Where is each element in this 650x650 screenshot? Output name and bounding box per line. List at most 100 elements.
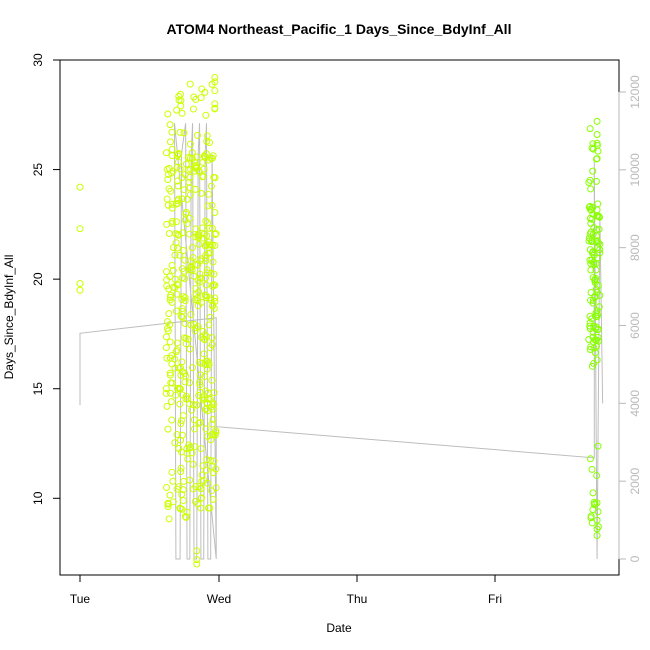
data-point <box>204 357 212 365</box>
right-axis-series-line <box>79 123 604 560</box>
data-point <box>186 140 194 148</box>
data-point <box>164 170 172 178</box>
data-point <box>169 283 177 291</box>
data-point <box>186 345 194 353</box>
data-point <box>191 497 199 505</box>
data-point <box>591 276 599 284</box>
data-point <box>586 455 594 463</box>
data-point <box>187 311 195 319</box>
data-point <box>189 253 197 261</box>
data-point <box>76 183 84 191</box>
data-point <box>587 185 595 193</box>
data-point <box>189 460 197 468</box>
data-point <box>203 456 211 464</box>
data-point <box>192 260 200 268</box>
data-point <box>587 296 595 304</box>
data-point <box>200 350 208 358</box>
data-point <box>211 294 219 302</box>
data-point <box>191 327 199 335</box>
data-point <box>594 442 602 450</box>
data-point <box>202 281 210 289</box>
data-point <box>209 258 217 266</box>
data-point <box>201 291 209 299</box>
data-point <box>208 224 216 232</box>
data-point <box>594 337 602 345</box>
data-point <box>163 402 171 410</box>
data-point <box>204 156 212 164</box>
data-point <box>178 265 186 273</box>
data-point <box>166 121 174 129</box>
data-point <box>595 303 603 311</box>
data-point <box>163 165 171 173</box>
data-point <box>592 285 600 293</box>
data-point <box>168 200 176 208</box>
data-point <box>588 256 596 264</box>
data-point <box>178 305 186 313</box>
data-point <box>181 294 189 302</box>
data-point <box>209 152 217 160</box>
data-point <box>593 139 601 147</box>
data-point <box>162 268 170 276</box>
data-point <box>178 295 186 303</box>
data-point <box>166 369 174 377</box>
data-point <box>190 272 198 280</box>
data-point <box>198 494 206 502</box>
data-point <box>593 117 601 125</box>
data-point <box>588 215 596 223</box>
data-point <box>188 364 196 372</box>
data-point <box>589 145 597 153</box>
data-point <box>206 313 214 321</box>
data-point <box>182 208 190 216</box>
data-point <box>178 307 186 315</box>
data-point <box>586 345 594 353</box>
data-point <box>185 178 193 186</box>
y-right-tick-label: 10000 <box>628 153 642 187</box>
data-point <box>166 491 174 499</box>
data-point <box>178 431 186 439</box>
data-point <box>171 275 179 283</box>
data-point <box>194 232 202 240</box>
data-point <box>177 90 185 98</box>
data-point <box>164 500 172 508</box>
data-point <box>595 212 603 220</box>
data-point <box>593 155 601 163</box>
data-point <box>181 297 189 305</box>
data-point <box>176 400 184 408</box>
data-point <box>190 416 198 424</box>
data-point <box>164 110 172 118</box>
data-point <box>193 560 201 568</box>
y-tick-label: 25 <box>31 163 45 177</box>
y-tick-label: 15 <box>31 382 45 396</box>
data-point <box>209 495 217 503</box>
data-point <box>205 321 213 329</box>
data-point <box>202 387 210 395</box>
data-point <box>181 378 189 386</box>
data-point <box>208 334 216 342</box>
data-point <box>164 176 172 184</box>
data-point <box>186 379 194 387</box>
data-point <box>202 111 210 119</box>
data-point <box>182 513 190 521</box>
data-point <box>186 191 194 199</box>
data-point <box>183 195 191 203</box>
data-point <box>174 197 182 205</box>
data-point <box>177 464 185 472</box>
data-point <box>202 251 210 259</box>
data-point <box>186 173 194 181</box>
data-point <box>209 281 217 289</box>
data-point <box>179 229 187 237</box>
data-point <box>211 208 219 216</box>
data-point <box>191 296 199 304</box>
data-point <box>196 371 204 379</box>
data-point <box>196 270 204 278</box>
data-point <box>207 182 215 190</box>
data-point <box>181 513 189 521</box>
data-point <box>184 166 192 174</box>
data-point <box>189 485 197 493</box>
data-point <box>593 206 601 214</box>
data-point <box>197 298 205 306</box>
data-point <box>186 214 194 222</box>
y-right-tick-label: 0 <box>628 555 642 562</box>
data-point <box>593 525 601 533</box>
